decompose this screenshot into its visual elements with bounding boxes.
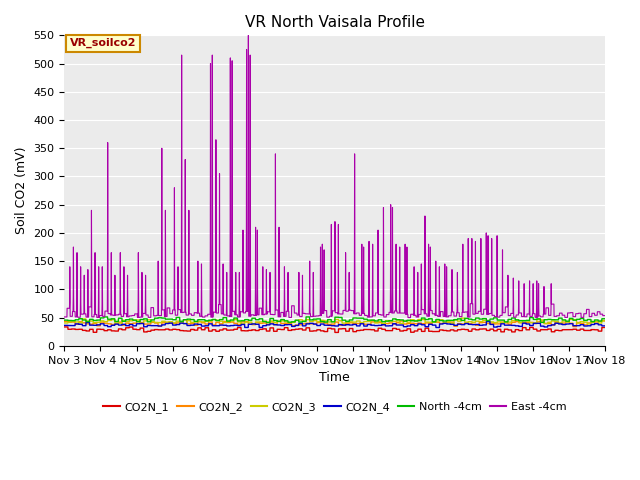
- Line: North -4cm: North -4cm: [65, 317, 605, 323]
- East -4cm: [244, 33, 252, 38]
- CO2N_2: [122, 320, 130, 326]
- North -4cm: [268, 316, 276, 322]
- CO2N_4: [154, 323, 162, 329]
- CO2N_2: [532, 321, 540, 326]
- CO2N_4: [291, 323, 299, 328]
- CO2N_1: [602, 324, 609, 330]
- Legend: CO2N_1, CO2N_2, CO2N_3, CO2N_4, North -4cm, East -4cm: CO2N_1, CO2N_2, CO2N_3, CO2N_4, North -4…: [99, 398, 571, 418]
- CO2N_4: [602, 323, 609, 329]
- CO2N_1: [268, 325, 276, 331]
- CO2N_3: [248, 321, 256, 327]
- East -4cm: [61, 314, 68, 320]
- CO2N_4: [61, 323, 68, 328]
- CO2N_4: [122, 323, 130, 328]
- North -4cm: [262, 320, 270, 325]
- CO2N_1: [532, 326, 540, 332]
- North -4cm: [533, 316, 541, 322]
- East -4cm: [292, 310, 300, 316]
- CO2N_1: [591, 327, 598, 333]
- CO2N_2: [268, 319, 276, 325]
- North -4cm: [154, 315, 162, 321]
- Line: CO2N_1: CO2N_1: [65, 327, 605, 333]
- North -4cm: [591, 317, 599, 323]
- East -4cm: [154, 258, 162, 264]
- CO2N_4: [591, 321, 599, 326]
- CO2N_2: [154, 323, 162, 329]
- CO2N_1: [122, 325, 130, 331]
- North -4cm: [61, 317, 68, 323]
- CO2N_3: [268, 318, 276, 324]
- CO2N_1: [154, 327, 162, 333]
- CO2N_3: [292, 317, 300, 323]
- CO2N_2: [602, 318, 609, 324]
- Line: East -4cm: East -4cm: [65, 36, 605, 318]
- North -4cm: [602, 316, 609, 322]
- CO2N_2: [292, 322, 300, 328]
- CO2N_3: [591, 318, 599, 324]
- CO2N_3: [122, 319, 130, 324]
- East -4cm: [533, 278, 541, 284]
- East -4cm: [268, 312, 276, 317]
- East -4cm: [602, 313, 609, 319]
- North -4cm: [292, 317, 300, 323]
- East -4cm: [404, 315, 412, 321]
- CO2N_2: [591, 319, 599, 325]
- CO2N_3: [602, 318, 609, 324]
- CO2N_4: [432, 324, 440, 330]
- CO2N_1: [291, 326, 299, 332]
- CO2N_3: [458, 315, 465, 321]
- Line: CO2N_3: CO2N_3: [65, 318, 605, 324]
- Title: VR North Vaisala Profile: VR North Vaisala Profile: [245, 15, 425, 30]
- North -4cm: [122, 317, 130, 323]
- Text: VR_soilco2: VR_soilco2: [70, 38, 136, 48]
- Line: CO2N_4: CO2N_4: [65, 322, 605, 327]
- X-axis label: Time: Time: [319, 371, 350, 384]
- CO2N_2: [180, 317, 188, 323]
- CO2N_1: [331, 330, 339, 336]
- CO2N_4: [483, 319, 490, 324]
- CO2N_2: [569, 324, 577, 329]
- CO2N_2: [61, 318, 68, 324]
- CO2N_3: [61, 320, 68, 326]
- North -4cm: [302, 314, 310, 320]
- CO2N_1: [61, 324, 68, 330]
- Line: CO2N_2: CO2N_2: [65, 320, 605, 326]
- East -4cm: [122, 311, 130, 317]
- CO2N_3: [154, 320, 162, 325]
- CO2N_4: [533, 321, 541, 326]
- East -4cm: [591, 312, 599, 318]
- CO2N_3: [533, 320, 541, 326]
- CO2N_4: [268, 321, 276, 327]
- Y-axis label: Soil CO2 (mV): Soil CO2 (mV): [15, 147, 28, 234]
